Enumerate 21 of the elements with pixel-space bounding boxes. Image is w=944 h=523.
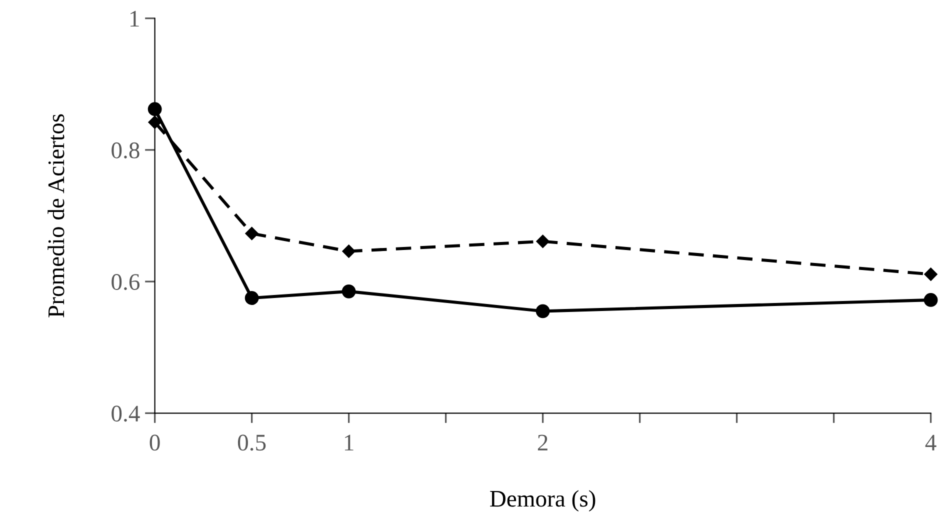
x-tick-label: 0.5: [238, 434, 266, 451]
point: [536, 304, 550, 318]
x-tick-label: 2: [538, 434, 548, 450]
point: [148, 116, 162, 129]
point: [924, 268, 938, 281]
y-tick-label: 0.6: [112, 274, 140, 290]
point: [342, 244, 356, 258]
x-axis-title: Demora (s): [490, 490, 596, 512]
point: [536, 234, 550, 248]
point: [342, 284, 356, 298]
x-tick-label: 0: [150, 434, 160, 451]
y-tick-label: 0.4: [112, 406, 140, 422]
x-tick-label: 4: [925, 434, 936, 450]
point: [245, 226, 258, 240]
y-tick-label: 1: [130, 10, 139, 26]
y-tick-label: 0.8: [112, 142, 140, 158]
point: [924, 293, 938, 307]
y-axis-title: Promedio de Aciertos: [48, 114, 64, 318]
x-tick-label: 1: [344, 434, 354, 450]
point: [148, 102, 162, 116]
point: [244, 291, 259, 305]
